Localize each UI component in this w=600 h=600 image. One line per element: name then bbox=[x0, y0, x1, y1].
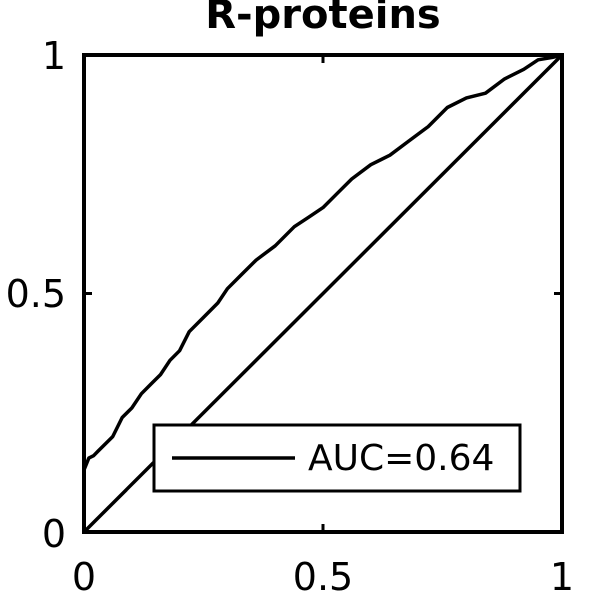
axis-ticks bbox=[82, 53, 564, 534]
legend-label: AUC=0.64 bbox=[308, 438, 494, 479]
y-tick-label-0: 0 bbox=[42, 512, 66, 556]
roc-curve-line bbox=[82, 53, 563, 471]
y-tick-label-0-5: 0.5 bbox=[6, 272, 66, 316]
legend: AUC=0.64 bbox=[152, 423, 522, 493]
y-tick-label-1: 1 bbox=[42, 34, 66, 78]
x-tick-labels: 0 0.5 1 bbox=[72, 555, 574, 599]
chart-title: R-proteins bbox=[205, 0, 441, 38]
x-tick-label-0: 0 bbox=[72, 555, 96, 599]
x-tick-label-1: 1 bbox=[550, 555, 574, 599]
y-tick-labels: 0 0.5 1 bbox=[6, 34, 66, 556]
x-tick-label-0-5: 0.5 bbox=[293, 555, 353, 599]
